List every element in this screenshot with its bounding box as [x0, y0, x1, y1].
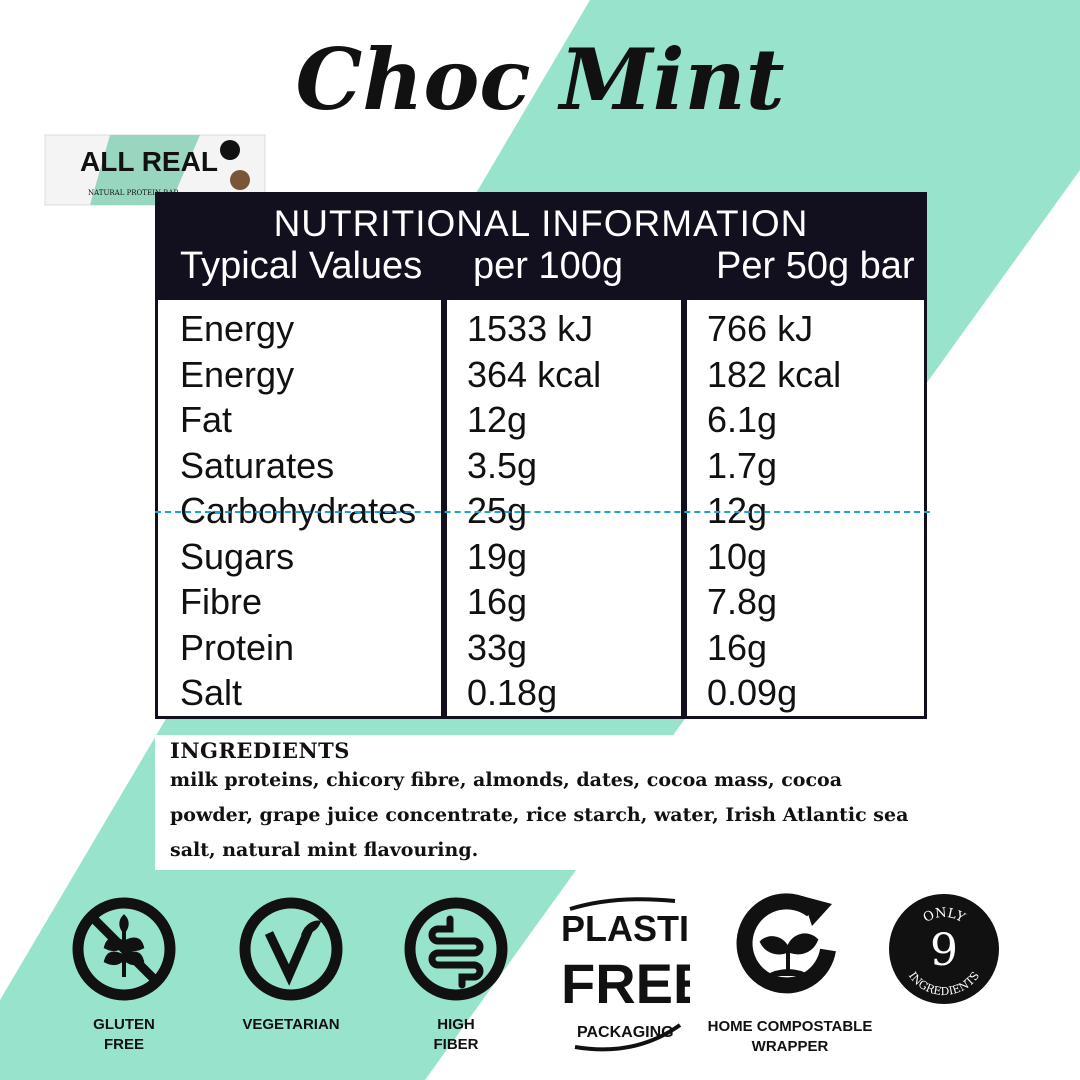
gluten-free-label: GLUTEN FREE — [70, 1015, 178, 1055]
compostable-line1: HOME COMPOSTABLE — [707, 1018, 873, 1035]
ingredient-count: 9 — [930, 925, 958, 976]
nutrition-cell-per100: 1533 kJ — [467, 308, 594, 349]
nutrition-cell-name: Fat — [180, 399, 233, 440]
nutrition-cell-perBar: 0.09g — [707, 672, 798, 713]
column-header: per 100g — [473, 245, 624, 287]
per-100g-column: 1533 kJ 364 kcal 12g 3.5g 25g 19g 16g 33g 0.18g — [447, 300, 687, 716]
nutrition-cell-per100: 12g — [467, 399, 528, 440]
nutrition-cell-per100: 3.5g — [467, 444, 538, 486]
table-header: NUTRITIONAL INFORMATION Typical Values p… — [158, 195, 924, 300]
nutrition-cell-perBar: 6.1g — [707, 399, 778, 440]
nutrition-cell-name: Salt — [180, 672, 243, 713]
nutrition-cell-name: Fibre — [180, 581, 263, 622]
vegetarian-label: VEGETARIAN — [230, 1015, 352, 1035]
nutrition-cell-perBar: 12g — [707, 490, 768, 531]
gluten-free-icon — [72, 897, 176, 1001]
gluten-free-line1: GLUTEN — [93, 1016, 155, 1033]
bar-subtitle: NATURAL PROTEIN BAR — [88, 189, 179, 197]
nutrition-cell-name: Carbohydrates — [180, 490, 417, 531]
compostable-label: HOME COMPOSTABLE WRAPPER — [705, 1017, 875, 1057]
compostable-line2: WRAPPER — [751, 1038, 829, 1055]
vegetarian-icon — [239, 897, 343, 1001]
nutrition-heading: NUTRITIONAL INFORMATION — [273, 203, 809, 244]
only-9-ingredients-icon: ONLY 9 INGREDIENTS — [889, 894, 999, 1004]
nutrition-cell-perBar: 1.7g — [707, 444, 778, 486]
dashed-guide-line — [155, 511, 930, 513]
nutrition-cell-per100: 19g — [467, 535, 528, 577]
gluten-free-line2: FREE — [103, 1036, 144, 1053]
nutrient-names-column: Energy Energy Fat Saturates Carbohydrates Sug… — [158, 300, 447, 716]
nutrition-table: NUTRITIONAL INFORMATION Typical Values p… — [155, 192, 927, 719]
nutrition-cell-per100: 25g — [467, 490, 528, 531]
plastic-text: PLASTIC — [561, 908, 690, 949]
nutrition-cell-per100: 0.18g — [467, 672, 558, 713]
column-header: Per 50g bar — [716, 245, 915, 287]
ingredients-text: milk proteins, chicory fibre, almonds, d… — [170, 769, 909, 861]
column-header: Typical Values — [180, 245, 423, 287]
table-body: Energy Energy Fat Saturates Carbohydrates Sug… — [158, 300, 924, 716]
high-fiber-line1: HIGH — [437, 1016, 475, 1033]
free-text: FREE — [561, 952, 690, 1015]
nutrition-cell-name: Sugars — [180, 535, 295, 577]
intestine-icon — [404, 897, 508, 1001]
ingredients-panel-ext — [155, 760, 895, 870]
nutrition-cell-per100: 16g — [467, 581, 528, 622]
compostable-icon — [736, 893, 836, 994]
ingredients-heading: INGREDIENTS — [170, 738, 350, 763]
nutrition-cell-name: Saturates — [180, 444, 335, 486]
vegetarian-line1: VEGETARIAN — [242, 1016, 340, 1033]
packaging-text: PACKAGING — [577, 1024, 674, 1041]
nutrition-cell-perBar: 182 kcal — [707, 353, 842, 395]
plastic-free-icon: PLASTIC FREE PACKAGING — [561, 897, 690, 1052]
per-bar-column: 766 kJ 182 kcal 6.1g 1.7g 12g 10g 7.8g 16g 0.09g — [687, 300, 924, 716]
nutrition-cell-name: Energy — [180, 308, 295, 349]
nutrition-cell-name: Protein — [180, 626, 295, 668]
nutrition-cell-perBar: 766 kJ — [707, 308, 814, 349]
nutrition-cell-name: Energy — [180, 353, 295, 395]
high-fiber-label: HIGH FIBER — [402, 1015, 510, 1055]
nutrition-cell-per100: 33g — [467, 626, 528, 668]
nutrition-cell-perBar: 7.8g — [707, 581, 778, 622]
nutrition-cell-perBar: 16g — [707, 626, 768, 668]
nutrition-cell-per100: 364 kcal — [467, 353, 602, 395]
nutrition-cell-perBar: 10g — [707, 535, 768, 577]
high-fiber-line2: FIBER — [433, 1036, 479, 1053]
brand-text: ALL REAL — [80, 146, 218, 177]
ingredients: INGREDIENTS milk proteins, chicory fibre… — [170, 738, 910, 868]
page-title: Choc Mint — [295, 30, 785, 129]
